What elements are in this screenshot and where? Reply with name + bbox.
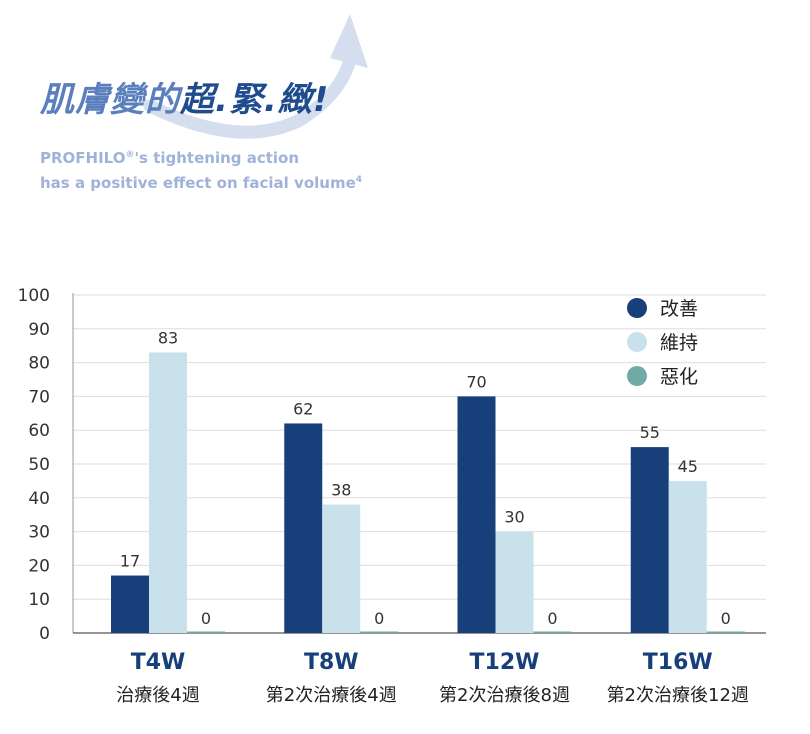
- category-sublabel: 治療後4週: [116, 685, 199, 706]
- legend-label: 惡化: [660, 366, 698, 388]
- bar: [187, 631, 225, 633]
- subtitle-line-2-text: has a positive effect on facial volume: [40, 174, 356, 192]
- y-tick-label: 0: [39, 624, 50, 644]
- subtitle-brand: PROFHILO: [40, 149, 126, 167]
- data-label: 83: [158, 328, 178, 347]
- y-tick-label: 60: [28, 421, 50, 441]
- bar: [111, 575, 149, 633]
- legend-marker: [627, 298, 647, 318]
- data-label: 0: [201, 609, 211, 628]
- data-label: 17: [120, 552, 140, 571]
- subtitle-line-2: has a positive effect on facial volume4: [40, 169, 362, 194]
- bar: [457, 396, 496, 633]
- data-label: 62: [293, 399, 313, 418]
- subtitle-line-1-rest: 's tightening action: [134, 149, 300, 167]
- headline: 肌膚變的超.緊.緻!: [40, 72, 329, 121]
- data-label: 0: [547, 609, 557, 628]
- category-sublabel: 第2次治療後4週: [266, 685, 397, 706]
- data-label: 0: [721, 609, 731, 628]
- bar: [668, 480, 707, 633]
- bar: [630, 447, 669, 633]
- header: 肌膚變的超.緊.緻! PROFHILO®'s tightening action…: [0, 0, 810, 200]
- bar: [322, 504, 361, 633]
- y-tick-label: 30: [28, 523, 50, 543]
- data-label: 70: [466, 372, 486, 391]
- y-tick-label: 70: [28, 387, 50, 407]
- bar-chart: 0 10 20 30 40 50 60 70 80 90 100 17 83 0 T4W 治療後4週 62 38 0…: [18, 286, 766, 706]
- bar: [533, 631, 572, 633]
- bar: [149, 352, 187, 633]
- category-sublabel: 第2次治療後8週: [439, 685, 570, 706]
- bar: [706, 631, 745, 633]
- category-label: T4W: [131, 650, 186, 675]
- category-label: T12W: [470, 650, 540, 675]
- headline-dark: 超.緊.緻!: [180, 80, 330, 120]
- headline-light: 肌膚變的: [40, 80, 180, 120]
- subtitle-footnote: 4: [355, 175, 363, 185]
- subtitle-registered-mark: ®: [125, 150, 135, 160]
- y-tick-label: 90: [28, 320, 50, 340]
- bar: [284, 423, 323, 633]
- category-sublabel: 第2次治療後12週: [607, 685, 749, 706]
- y-tick-label: 50: [28, 455, 50, 475]
- data-label: 38: [331, 481, 351, 500]
- data-label: 0: [374, 609, 384, 628]
- legend-marker: [627, 332, 647, 352]
- category-label: T16W: [643, 650, 713, 675]
- data-label: 30: [504, 508, 524, 527]
- subtitle: PROFHILO®'s tightening action has a posi…: [40, 144, 362, 194]
- y-tick-label: 10: [28, 590, 50, 610]
- swoosh-arrow-icon: [143, 14, 368, 139]
- y-tick-label: 100: [18, 286, 50, 306]
- legend-marker: [627, 366, 647, 386]
- data-label: 45: [678, 457, 698, 476]
- category-label: T8W: [304, 650, 359, 675]
- y-tick-label: 20: [28, 556, 50, 576]
- y-tick-label: 80: [28, 354, 50, 374]
- subtitle-line-1: PROFHILO®'s tightening action: [40, 144, 362, 169]
- y-tick-label: 40: [28, 489, 50, 509]
- bar: [495, 531, 534, 633]
- data-label: 55: [640, 423, 660, 442]
- legend-label: 維持: [660, 332, 698, 354]
- bar: [360, 631, 399, 633]
- legend-label: 改善: [660, 298, 698, 320]
